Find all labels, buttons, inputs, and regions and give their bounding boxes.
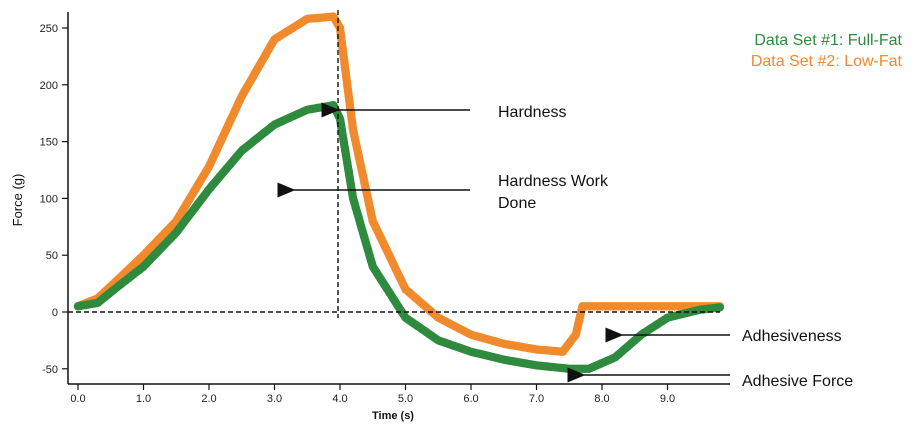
y-tick-label: 200 bbox=[40, 80, 58, 92]
y-tick-label: 150 bbox=[40, 137, 58, 149]
y-tick-label: -50 bbox=[42, 364, 58, 376]
annotation-hardness-work-line2: Done bbox=[498, 195, 536, 212]
x-tick-label: 3.0 bbox=[267, 393, 282, 405]
y-tick-label: 100 bbox=[40, 193, 58, 205]
y-tick-label: 50 bbox=[46, 250, 58, 262]
x-tick-label: 6.0 bbox=[463, 393, 478, 405]
x-tick-label: 8.0 bbox=[594, 393, 609, 405]
x-tick-label: 5.0 bbox=[398, 393, 413, 405]
full-fat-point bbox=[715, 303, 725, 312]
y-tick-label: 0 bbox=[52, 307, 58, 319]
x-tick-label: 7.0 bbox=[529, 393, 544, 405]
y-tick-group: -50 0 50 100 150 200 250 bbox=[40, 23, 68, 376]
x-tick-label: 9.0 bbox=[660, 393, 675, 405]
x-axis-title: Time (s) bbox=[372, 410, 414, 422]
annotation-hardness: Hardness bbox=[498, 104, 566, 121]
y-axis-title: Force (g) bbox=[10, 174, 25, 227]
legend-full-fat: Data Set #1: Full-Fat bbox=[754, 32, 902, 49]
x-tick-label: 0.0 bbox=[70, 393, 85, 405]
annotation-hardness-work-line1: Hardness Work bbox=[498, 173, 609, 190]
data-points-layer bbox=[73, 12, 725, 373]
x-tick-label: 4.0 bbox=[332, 393, 347, 405]
x-tick-label: 2.0 bbox=[201, 393, 216, 405]
annotation-adhesive-force: Adhesive Force bbox=[742, 373, 853, 390]
x-tick-group: 0.0 1.0 2.0 3.0 4.0 5.0 6.0 7.0 8.0 9.0 bbox=[70, 384, 675, 405]
legend-low-fat: Data Set #2: Low-Fat bbox=[751, 53, 903, 70]
annotation-adhesiveness: Adhesiveness bbox=[742, 328, 842, 345]
y-tick-label: 250 bbox=[40, 23, 58, 35]
x-tick-label: 1.0 bbox=[136, 393, 151, 405]
